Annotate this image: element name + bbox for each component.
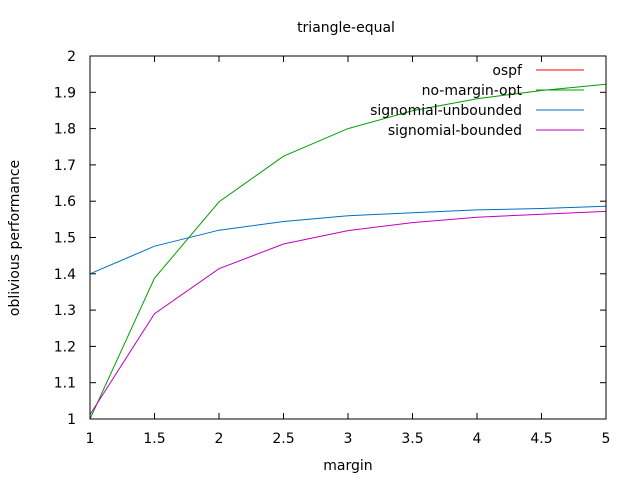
x-tick-label: 3.5 [401,431,423,447]
x-tick-label: 4 [473,431,482,447]
x-tick-label: 3 [344,431,353,447]
series-line-no-margin-opt [89,83,607,420]
y-tick-label: 1 [67,412,76,428]
series-line-signomial-bounded [89,210,607,415]
y-tick-label: 1.5 [54,231,76,247]
y-tick-label: 1.7 [54,158,76,174]
x-tick-label: 1.5 [143,431,165,447]
legend: ospf no-margin-opt signomial-unbounded sign… [370,63,584,139]
series-lines [89,83,607,420]
y-tick-label: 1.3 [54,303,76,319]
x-tick-label: 1 [86,431,95,447]
series-line-signomial-unbounded [89,205,607,275]
y-axis-label: oblivious performance [7,160,23,316]
chart-title: triangle-equal [297,20,395,36]
legend-label: signomial-unbounded [370,103,522,119]
y-tick-label: 2 [67,49,76,65]
plot-frame [89,55,607,420]
x-tick-label: 2.5 [272,431,294,447]
y-tick-label: 1.4 [54,267,76,283]
y-tick-label: 1.8 [54,122,76,138]
x-tick-label: 2 [215,431,224,447]
axis-ticks: 1 1.5 2 2.5 3 3.5 4 4.5 5 1 1.1 1.2 1.3 1.4 1.5 1.6 1.7 1… [54,49,611,447]
legend-label: no-margin-opt [422,83,523,99]
x-tick-label: 4.5 [530,431,552,447]
y-tick-label: 1.1 [54,376,76,392]
x-tick-label: 5 [602,431,611,447]
y-tick-label: 1.6 [54,194,76,210]
y-tick-label: 1.9 [54,85,76,101]
x-axis-label: margin [323,458,372,474]
legend-label: ospf [492,63,523,79]
y-tick-label: 1.2 [54,339,76,355]
legend-label: signomial-bounded [388,123,522,139]
